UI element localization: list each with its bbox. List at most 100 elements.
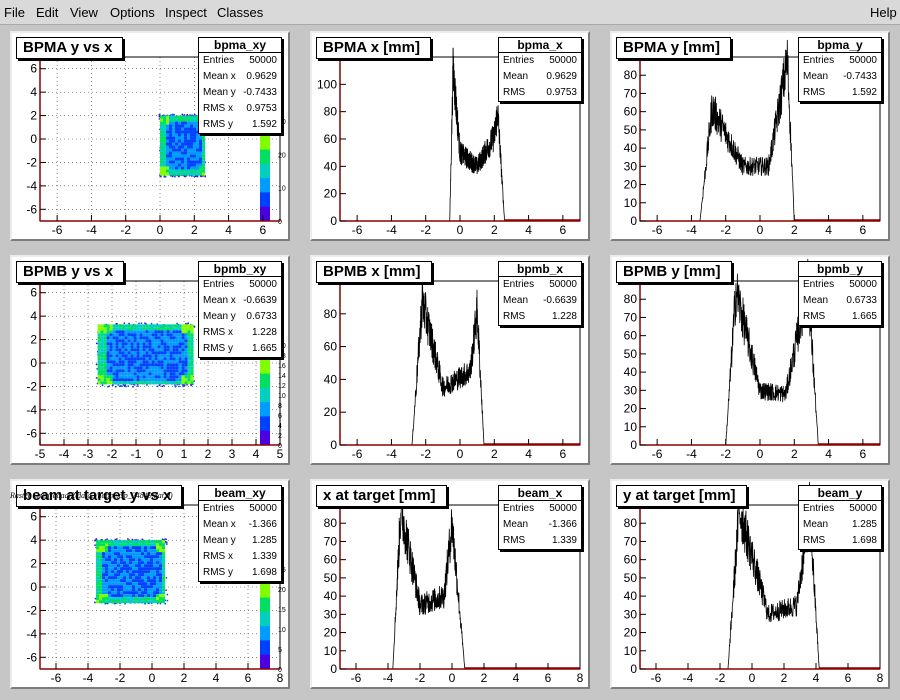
- heatmap-cell: [111, 588, 114, 592]
- heatmap-cell: [142, 345, 146, 349]
- heatmap-cell: [121, 360, 125, 364]
- heatmap-cell: [187, 154, 190, 158]
- heatmap-cell: [150, 600, 153, 604]
- heatmap-cell: [139, 363, 143, 367]
- heatmap-cell: [175, 342, 179, 346]
- heatmap-cell: [136, 336, 140, 340]
- heatmap-cell: [156, 594, 159, 598]
- heatmap-cell: [187, 133, 190, 137]
- heatmap-cell: [178, 348, 182, 352]
- heatmap-cell: [116, 323, 118, 325]
- heatmap-cell: [96, 561, 99, 565]
- menu-options[interactable]: Options: [110, 5, 155, 20]
- stats-label: Entries: [503, 503, 535, 514]
- heatmap-cell: [151, 366, 155, 370]
- heatmap-cell: [139, 375, 143, 379]
- stats-histogram-name: bpma_y: [799, 38, 881, 53]
- heatmap-cell: [157, 381, 161, 385]
- menu-file[interactable]: File: [4, 5, 25, 20]
- pad-bpma-y[interactable]: -6-4-202460102030405060708090BPMA y [mm]…: [610, 31, 890, 241]
- heatmap-cell: [159, 543, 162, 547]
- heatmap-cell: [154, 375, 158, 379]
- heatmap-cell: [135, 591, 138, 595]
- heatmap-cell: [172, 375, 176, 379]
- heatmap-cell: [148, 363, 152, 367]
- pad-bpmb-y[interactable]: -6-4-202460102030405060708090BPMB y [mm]…: [610, 255, 890, 465]
- heatmap-cell: [144, 552, 147, 556]
- menu-inspect[interactable]: Inspect: [165, 5, 207, 20]
- menu-view[interactable]: View: [70, 5, 98, 20]
- heatmap-cell: [178, 175, 180, 178]
- heatmap-cell: [144, 594, 147, 598]
- heatmap-cell: [96, 342, 98, 345]
- heatmap-cell: [193, 325, 196, 328]
- menu-edit[interactable]: Edit: [36, 5, 59, 20]
- heatmap-cell: [114, 558, 117, 562]
- heatmap-cell: [103, 381, 107, 385]
- heatmap-cell: [199, 148, 202, 152]
- heatmap-cell: [160, 348, 164, 352]
- stats-label: Mean: [503, 71, 529, 82]
- heatmap-cell: [139, 345, 143, 349]
- stats-box: bpma_x Entries 50000 Mean 0.9629 RMS 0.9753: [498, 37, 582, 102]
- heatmap-cell: [147, 579, 150, 583]
- heatmap-cell: [144, 561, 147, 565]
- heatmap-cell: [132, 552, 135, 556]
- heatmap-cell: [114, 597, 117, 601]
- heatmap-cell: [138, 567, 141, 571]
- heatmap-cell: [102, 561, 105, 565]
- heatmap-cell: [111, 561, 114, 565]
- heatmap-cell: [196, 163, 199, 167]
- heatmap-cell: [181, 354, 185, 358]
- stats-label: RMS x: [203, 551, 233, 562]
- heatmap-cell: [202, 154, 205, 158]
- menu-help[interactable]: Help: [870, 5, 897, 20]
- x-tick-label: 0: [757, 223, 764, 237]
- pad-beam-x[interactable]: -6-4-2024680102030405060708090x at targe…: [310, 479, 590, 689]
- heatmap-cell: [118, 324, 122, 328]
- heatmap-cell: [169, 360, 173, 364]
- heatmap-cell: [144, 579, 147, 583]
- heatmap-cell: [178, 351, 182, 355]
- heatmap-cell: [135, 570, 138, 574]
- heatmap-cell: [97, 369, 101, 373]
- heatmap-cell: [138, 546, 141, 550]
- heatmap-cell: [126, 546, 129, 550]
- pad-bpmb-xy[interactable]: 02468101214161820-5-4-3-2-10123456420-2-…: [10, 255, 290, 465]
- heatmap-cell: [178, 324, 182, 328]
- y-tick-label: -4: [26, 179, 37, 193]
- heatmap-cell: [202, 157, 205, 161]
- pad-beam-y[interactable]: -6-4-2024680102030405060708090y at targe…: [610, 479, 890, 689]
- heatmap-cell: [157, 360, 161, 364]
- pad-bpma-x[interactable]: -6-4-20246020406080100120BPMA x [mm]bpma…: [310, 31, 590, 241]
- heatmap-cell: [184, 369, 188, 373]
- heatmap-cell: [184, 127, 187, 131]
- stats-row: RMS 1.228: [499, 309, 581, 325]
- heatmap-cell: [117, 564, 120, 568]
- stats-row: Mean y 0.6733: [199, 309, 281, 325]
- heatmap-cell: [126, 564, 129, 568]
- menu-classes[interactable]: Classes: [217, 5, 264, 20]
- heatmap-cell: [126, 600, 129, 604]
- palette-band: [260, 654, 270, 670]
- heatmap-cell: [151, 357, 155, 361]
- heatmap-cell: [117, 561, 120, 565]
- heatmap-cell: [117, 585, 120, 589]
- y-tick-label: 60: [624, 105, 638, 119]
- heatmap-cell: [112, 372, 116, 376]
- heatmap-cell: [199, 169, 202, 173]
- heatmap-cell: [199, 160, 202, 164]
- stats-value: 0.9753: [546, 87, 577, 98]
- pad-bpmb-x[interactable]: -6-4-20246020406080100BPMB x [mm]bpmb_xE…: [310, 255, 590, 465]
- stats-value: 1.228: [251, 327, 277, 338]
- heatmap-cell: [151, 375, 155, 379]
- heatmap-cell: [165, 577, 168, 579]
- heatmap-cell: [147, 582, 150, 586]
- heatmap-cell: [147, 561, 150, 565]
- heatmap-cell: [184, 339, 188, 343]
- heatmap-cell: [178, 385, 180, 388]
- x-tick-label: 2: [781, 671, 788, 685]
